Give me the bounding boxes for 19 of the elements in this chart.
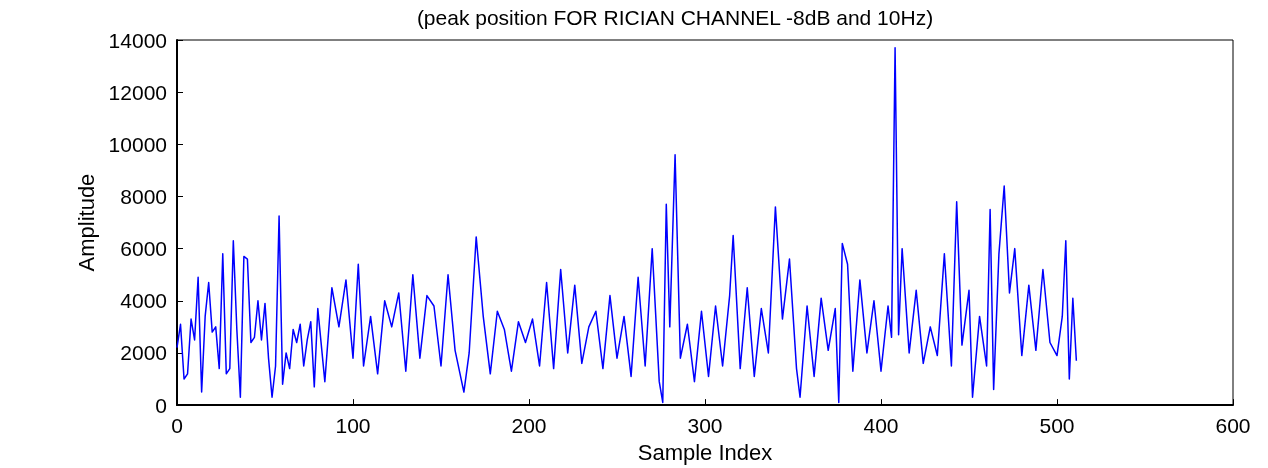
x-axis-title: Sample Index	[637, 439, 773, 465]
x-tick-label: 100	[335, 414, 371, 438]
y-tick-label: 14000	[108, 28, 167, 52]
chart-title: (peak position FOR RICIAN CHANNEL -8dB and 10Hz)	[416, 6, 934, 29]
x-tick-label: 0	[171, 414, 183, 438]
x-tick-label: 200	[511, 414, 547, 438]
x-tick-label: 600	[1215, 414, 1251, 438]
x-tick-label: 400	[863, 414, 899, 438]
y-tick-label: 2000	[120, 341, 167, 365]
line-series	[176, 47, 1078, 404]
y-tick-label: 12000	[108, 80, 167, 104]
y-tick-label: 10000	[108, 132, 167, 156]
y-axis-title: Amplitude	[74, 173, 100, 272]
x-tick-label: 500	[1039, 414, 1075, 438]
y-tick-label: 0	[155, 393, 167, 417]
x-tick-label: 300	[687, 414, 723, 438]
y-tick-label: 8000	[120, 184, 167, 208]
y-tick-label: 6000	[120, 237, 167, 261]
y-tick-label: 4000	[120, 289, 167, 313]
